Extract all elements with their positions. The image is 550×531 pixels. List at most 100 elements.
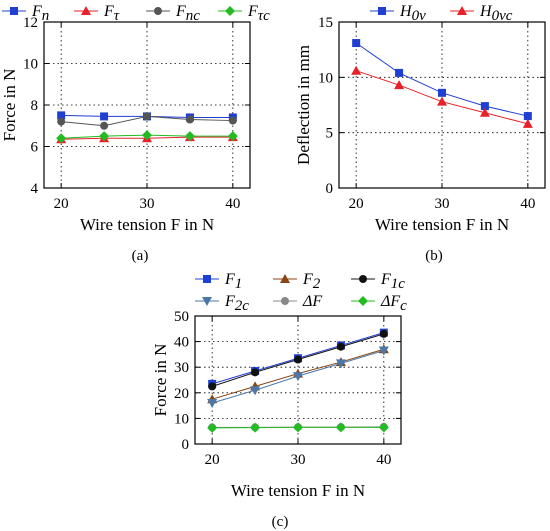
- legend-item: ΔF: [273, 293, 322, 310]
- data-point: [522, 118, 533, 128]
- data-point: [251, 368, 260, 377]
- legend-label: Fnc: [175, 3, 200, 24]
- plot-frame-a: [43, 21, 251, 189]
- data-point: [184, 131, 195, 142]
- data-point: [250, 422, 261, 433]
- data-point: [394, 80, 405, 90]
- legend-label: F1c: [380, 271, 405, 292]
- y-tick-label: 30: [174, 360, 189, 376]
- data-point: [335, 422, 346, 433]
- y-tick-label: 15: [318, 15, 333, 31]
- legend-marker: [225, 6, 235, 16]
- x-axis-label-c: Wire tension F in N: [231, 481, 365, 500]
- data-point: [351, 65, 362, 75]
- data-point: [395, 68, 404, 77]
- caption-b: (b): [425, 248, 443, 264]
- x-tick-label: 40: [520, 196, 535, 212]
- legend-marker: [358, 296, 368, 306]
- legend-marker: [81, 6, 91, 15]
- data-point: [227, 131, 238, 142]
- legend-label: F2c: [224, 293, 249, 314]
- data-point: [378, 422, 389, 433]
- legend-item: ΔFc: [351, 293, 407, 314]
- legend-item: F2: [273, 271, 321, 292]
- x-tick-label: 20: [205, 452, 220, 468]
- legend-item: F1c: [351, 271, 405, 292]
- data-point: [378, 346, 389, 356]
- data-point: [294, 355, 302, 364]
- data-point: [99, 131, 110, 142]
- x-tick-label: 30: [291, 452, 306, 468]
- data-point: [207, 399, 218, 409]
- y-tick-label: 20: [174, 386, 189, 402]
- y-tick-label: 40: [174, 335, 189, 351]
- data-point: [207, 422, 218, 433]
- data-point: [438, 88, 446, 97]
- legend-marker: [359, 275, 367, 283]
- legend-item: H0v: [370, 3, 426, 24]
- y-tick-label: 0: [326, 181, 334, 197]
- y-tick-label: 10: [23, 57, 38, 73]
- legend-label: F1: [224, 271, 242, 292]
- data-point: [57, 111, 66, 120]
- x-tick-label: 40: [225, 196, 240, 212]
- legend-marker: [202, 297, 212, 306]
- y-axis-label-a: Force in N: [0, 69, 19, 142]
- legend-marker: [154, 7, 162, 15]
- legend-label: ΔF: [302, 293, 322, 310]
- data-point: [208, 382, 217, 391]
- legend-item: Fτ: [74, 3, 120, 24]
- legend-label: Fτ: [103, 3, 120, 24]
- legend-marker: [280, 274, 290, 283]
- legend-item: F1: [195, 271, 242, 292]
- data-point: [352, 39, 361, 48]
- data-point: [335, 359, 346, 369]
- legend-label: Fn: [31, 3, 49, 24]
- series-H_0v: [352, 39, 532, 121]
- series-H_0vc: [351, 65, 533, 128]
- y-tick-label: 50: [174, 309, 189, 325]
- y-tick-label: 10: [318, 70, 333, 86]
- data-point: [228, 116, 237, 125]
- legend-label: F2: [302, 271, 321, 292]
- y-tick-label: 0: [182, 437, 190, 453]
- x-tick-label: 40: [376, 452, 391, 468]
- legend-marker: [10, 7, 18, 15]
- legend-marker: [378, 7, 386, 15]
- data-point: [293, 422, 303, 433]
- legend-label: Fτc: [247, 3, 270, 24]
- legend-label: ΔFc: [380, 293, 407, 314]
- data-point: [56, 133, 67, 144]
- data-point: [480, 102, 489, 111]
- legend-label: H0v: [399, 3, 426, 24]
- y-tick-label: 8: [31, 98, 39, 114]
- data-point: [57, 117, 66, 126]
- series-F_nc: [57, 112, 237, 130]
- data-point: [523, 112, 532, 121]
- data-point: [142, 130, 152, 141]
- series-F_2c: [207, 346, 389, 409]
- legend-marker: [203, 275, 211, 283]
- caption-c: (c): [272, 514, 289, 530]
- legend-marker: [281, 297, 289, 305]
- x-axis-label-b: Wire tension F in N: [375, 215, 509, 234]
- chart-a: Fn Fτ Fnc Fτc 20 30 40 4 6 8 10 12 Wire tension F …: [0, 3, 270, 264]
- x-tick-label: 20: [54, 196, 69, 212]
- y-axis-label-b: Deflection in mm: [294, 45, 313, 165]
- data-point: [250, 386, 261, 396]
- y-tick-label: 10: [174, 411, 189, 427]
- y-axis-label-c: Force in N: [151, 344, 170, 417]
- series-F_1c: [208, 329, 388, 391]
- legend-item: H0vc: [450, 3, 513, 24]
- series-ΔF_c: [207, 422, 389, 433]
- data-point: [293, 372, 303, 382]
- y-tick-label: 12: [23, 15, 38, 31]
- legend-item: F2c: [195, 293, 249, 314]
- legend-label: H0vc: [479, 3, 513, 24]
- chart-b: H0v H0vc 20 30 40 0 5 10 15 Wire tension F in N…: [294, 3, 546, 264]
- legend-item: Fnc: [146, 3, 200, 24]
- data-point: [437, 96, 447, 106]
- data-point: [185, 115, 194, 124]
- legend-marker: [457, 6, 467, 15]
